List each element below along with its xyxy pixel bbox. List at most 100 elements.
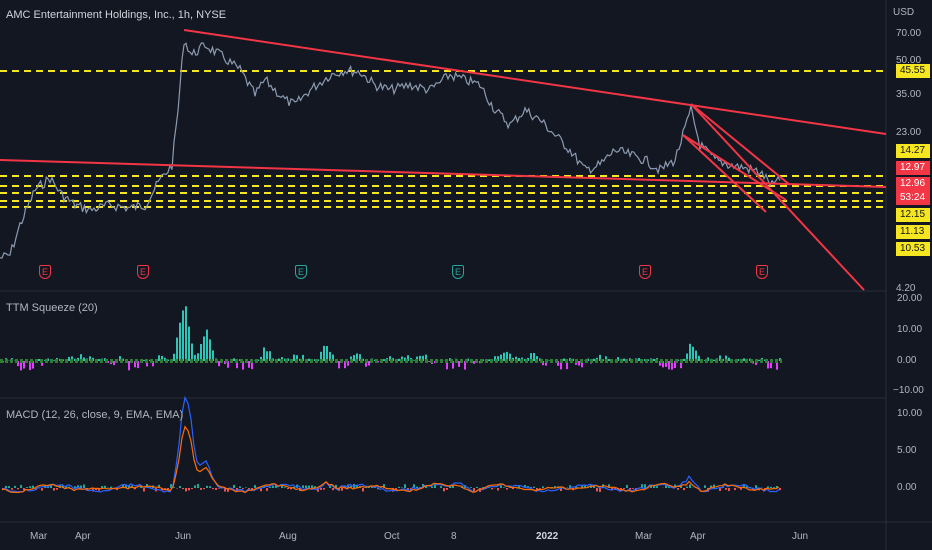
macd-bar: [473, 488, 475, 492]
macd-bar: [422, 484, 424, 488]
earnings-marker[interactable]: E: [452, 265, 464, 279]
squeeze-bar: [659, 361, 661, 366]
macd-bar: [740, 488, 742, 490]
currency-label: USD: [893, 7, 915, 18]
squeeze-bar: [89, 356, 91, 361]
squeeze-bar: [389, 356, 391, 361]
squeeze-title[interactable]: TTM Squeeze (20): [6, 302, 98, 314]
squeeze-bar: [203, 336, 205, 361]
macd-bar: [122, 484, 124, 488]
squeeze-bar: [452, 361, 454, 369]
earnings-marker[interactable]: E: [137, 265, 149, 279]
macd-bar: [656, 486, 658, 488]
macd-bar: [584, 484, 586, 488]
squeeze-bar: [458, 361, 460, 367]
squeeze-bar: [188, 326, 190, 361]
macd-tick: 5.00: [897, 445, 917, 456]
squeeze-bar: [581, 361, 583, 368]
macd-bar: [779, 488, 781, 491]
squeeze-bar: [383, 359, 385, 361]
squeeze-bar: [689, 343, 691, 361]
macd-bar: [491, 488, 493, 490]
squeeze-bar: [560, 361, 562, 370]
macd-bar: [209, 486, 211, 488]
squeeze-bar: [113, 361, 115, 366]
macd-bar: [83, 484, 85, 488]
macd-bar: [98, 488, 100, 491]
chart-title[interactable]: AMC Entertainment Holdings, Inc., 1h, NY…: [6, 9, 227, 21]
price-tag-14-27: 14.27: [896, 144, 930, 158]
macd-bar: [416, 486, 418, 488]
earnings-marker[interactable]: E: [295, 265, 307, 279]
squeeze-bar: [365, 361, 367, 367]
squeeze-bar: [368, 361, 370, 366]
squeeze-bar: [338, 361, 340, 369]
squeeze-bar: [83, 357, 85, 361]
squeeze-bar: [347, 361, 349, 366]
squeeze-bar: [653, 358, 655, 361]
macd-bar: [332, 488, 334, 491]
squeeze-bar: [668, 361, 670, 370]
squeeze-bar: [242, 361, 244, 370]
macd-bar: [134, 488, 136, 490]
squeeze-bar: [263, 347, 265, 361]
macd-bar: [770, 486, 772, 488]
time-tick: Mar: [635, 531, 653, 542]
squeeze-bar: [356, 353, 358, 361]
squeeze-bar: [401, 356, 403, 361]
squeeze-bar: [308, 358, 310, 361]
macd-tick: 10.00: [897, 408, 923, 419]
squeeze-bar: [134, 361, 136, 368]
price-tag-12-15: 12.15: [896, 208, 930, 222]
squeeze-bar: [293, 354, 295, 361]
macd-title[interactable]: MACD (12, 26, close, 9, EMA, EMA): [6, 409, 184, 421]
squeeze-bar: [536, 356, 538, 361]
squeeze-bar: [329, 351, 331, 361]
macd-bar: [206, 485, 208, 488]
macd-line: [1, 395, 780, 493]
macd-bar: [110, 486, 112, 488]
macd-bar: [266, 488, 268, 491]
squeeze-bar: [185, 306, 187, 361]
macd-bar: [284, 487, 286, 488]
squeeze-bar: [719, 355, 721, 361]
macd-bar: [179, 486, 181, 488]
squeeze-bar: [416, 356, 418, 361]
earnings-marker[interactable]: E: [639, 265, 651, 279]
macd-bar: [158, 484, 160, 488]
squeeze-bar: [533, 353, 535, 361]
price-tag-45-55: 45.55: [896, 64, 930, 78]
macd-bar: [674, 484, 676, 488]
squeeze-bar: [665, 361, 667, 367]
squeeze-bar: [515, 356, 517, 361]
squeeze-bar: [320, 351, 322, 361]
price-tag-10-53: 10.53: [896, 242, 930, 256]
squeeze-bar: [683, 358, 685, 361]
time-tick: Aug: [279, 531, 297, 542]
macd-bar: [518, 485, 520, 488]
macd-bar: [329, 485, 331, 488]
macd-bar: [23, 488, 25, 491]
macd-bar: [125, 484, 127, 488]
squeeze-tick: 0.00: [897, 355, 917, 366]
macd-bar: [41, 488, 43, 491]
macd-bar: [530, 487, 532, 488]
macd-bar: [371, 486, 373, 488]
macd-bar: [53, 488, 55, 491]
earnings-marker[interactable]: E: [39, 265, 51, 279]
squeeze-bar: [38, 359, 40, 361]
macd-bar: [143, 488, 145, 492]
earnings-marker[interactable]: E: [756, 265, 768, 279]
macd-bar: [128, 485, 130, 488]
macd-bar: [287, 488, 289, 490]
price-tick: 70.00: [896, 28, 922, 39]
time-tick-year: 2022: [536, 531, 559, 542]
macd-bar: [608, 484, 610, 488]
squeeze-bar: [212, 350, 214, 361]
macd-bar: [320, 488, 322, 490]
macd-bar: [305, 485, 307, 488]
macd-bar: [470, 487, 472, 488]
macd-bar: [14, 485, 16, 488]
squeeze-bar: [713, 359, 715, 361]
